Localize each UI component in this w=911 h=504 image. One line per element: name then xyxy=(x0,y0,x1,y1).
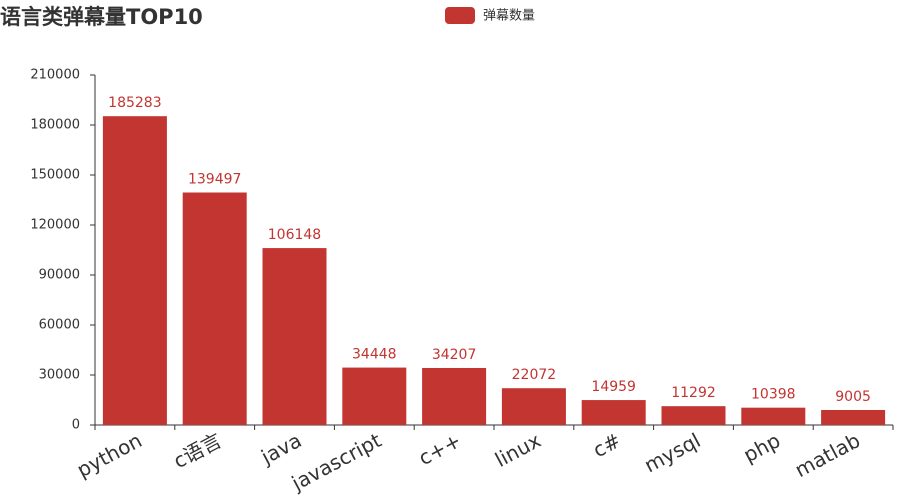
data-label: 106148 xyxy=(268,227,321,243)
y-tick-label: 210000 xyxy=(30,68,80,83)
y-tick-label: 150000 xyxy=(30,168,80,183)
x-tick-label: matlab xyxy=(791,428,864,482)
data-label: 10398 xyxy=(751,387,796,403)
y-tick-label: 90000 xyxy=(39,268,80,283)
y-tick-label: 30000 xyxy=(39,368,80,383)
bar xyxy=(422,367,487,425)
x-tick-label: python xyxy=(73,428,146,482)
legend-swatch xyxy=(445,7,475,24)
bar xyxy=(581,400,646,425)
y-tick-label: 0 xyxy=(72,418,80,433)
data-label: 139497 xyxy=(188,172,241,188)
bar xyxy=(501,388,566,425)
x-tick-label: java xyxy=(256,428,305,469)
x-tick-label: mysql xyxy=(640,428,704,477)
y-tick-label: 60000 xyxy=(39,318,80,333)
data-label: 9005 xyxy=(835,389,871,405)
data-label: 34448 xyxy=(352,347,397,363)
x-tick-label: c语言 xyxy=(169,428,225,473)
chart-title: 语言类弹幕量TOP10 xyxy=(0,5,203,29)
x-tick-label: javascript xyxy=(287,428,385,496)
bar xyxy=(741,407,806,425)
x-tick-label: c++ xyxy=(414,428,465,470)
bar xyxy=(342,367,407,425)
y-tick-label: 180000 xyxy=(30,118,80,133)
x-tick-label: php xyxy=(739,428,784,467)
bar xyxy=(661,406,726,425)
data-label: 22072 xyxy=(512,367,557,383)
legend-label: 弹幕数量 xyxy=(483,9,535,24)
y-tick-label: 120000 xyxy=(30,218,80,233)
data-label: 185283 xyxy=(108,95,161,111)
data-label: 11292 xyxy=(671,385,716,401)
data-label: 14959 xyxy=(591,379,636,395)
bar xyxy=(182,192,247,425)
data-label: 34207 xyxy=(432,347,477,363)
x-tick-label: c# xyxy=(589,428,625,462)
bar xyxy=(821,409,886,425)
bar xyxy=(102,116,167,425)
bar xyxy=(262,248,327,425)
x-tick-label: linux xyxy=(491,428,545,472)
